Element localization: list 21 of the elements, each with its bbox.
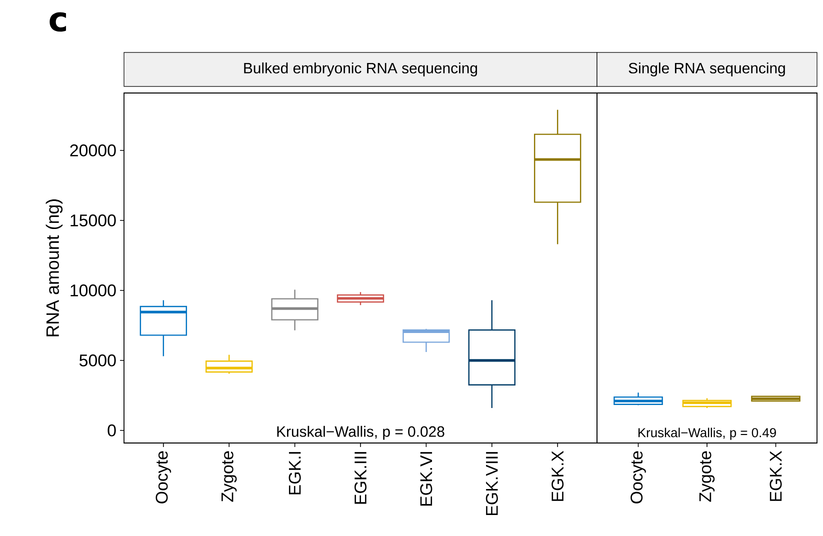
y-tick-label: 10000 bbox=[70, 284, 116, 296]
x-tick-label: EGK.X bbox=[770, 450, 782, 501]
x-tick-label: EGK.VIII bbox=[486, 452, 498, 516]
x-tick-label: Zygote bbox=[222, 451, 237, 502]
y-axis-title: RNA amount (ng) bbox=[46, 199, 63, 336]
chart-title: Single RNA sequencing bbox=[628, 62, 785, 76]
text: c bbox=[50, 12, 66, 32]
annotation: Kruskal−Wallis, p = 0.028 bbox=[277, 426, 444, 440]
x-tick-label: EGK.X bbox=[552, 450, 564, 501]
x-tick-label: Oocyte bbox=[156, 451, 172, 504]
x-tick-label: EGK.I bbox=[288, 452, 301, 494]
annotation: Kruskal−Wallis, p = 0.49 bbox=[638, 428, 776, 440]
x-tick-label: EGK.III bbox=[354, 452, 366, 504]
y-tick-label: 20000 bbox=[70, 144, 116, 156]
chart-title: Bulked embryonic RNA sequencing bbox=[244, 62, 478, 76]
x-tick-label: EGK.VI bbox=[420, 452, 432, 506]
y-tick-label: 15000 bbox=[70, 214, 116, 226]
x-tick-label: Zygote bbox=[699, 451, 715, 502]
y-tick-label: 0 bbox=[108, 424, 116, 436]
x-tick-label: Oocyte bbox=[630, 451, 646, 504]
y-tick-label: 5000 bbox=[79, 354, 116, 366]
